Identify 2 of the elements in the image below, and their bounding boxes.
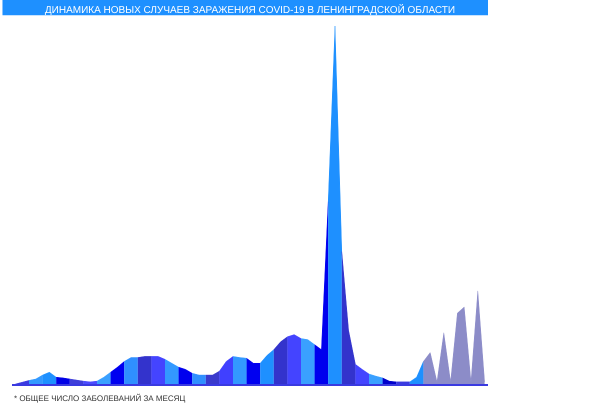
chart-title: ДИНАМИКА НОВЫХ СЛУЧАЕВ ЗАРАЖЕНИЯ COVID-19 В ЛЕНИНГРАДСКОЙ ОБЛАСТИ	[44, 3, 456, 16]
text: * ОБЩЕЕ ЧИСЛО ЗАБОЛЕВАНИЙ ЗА МЕСЯЦ	[14, 393, 186, 403]
